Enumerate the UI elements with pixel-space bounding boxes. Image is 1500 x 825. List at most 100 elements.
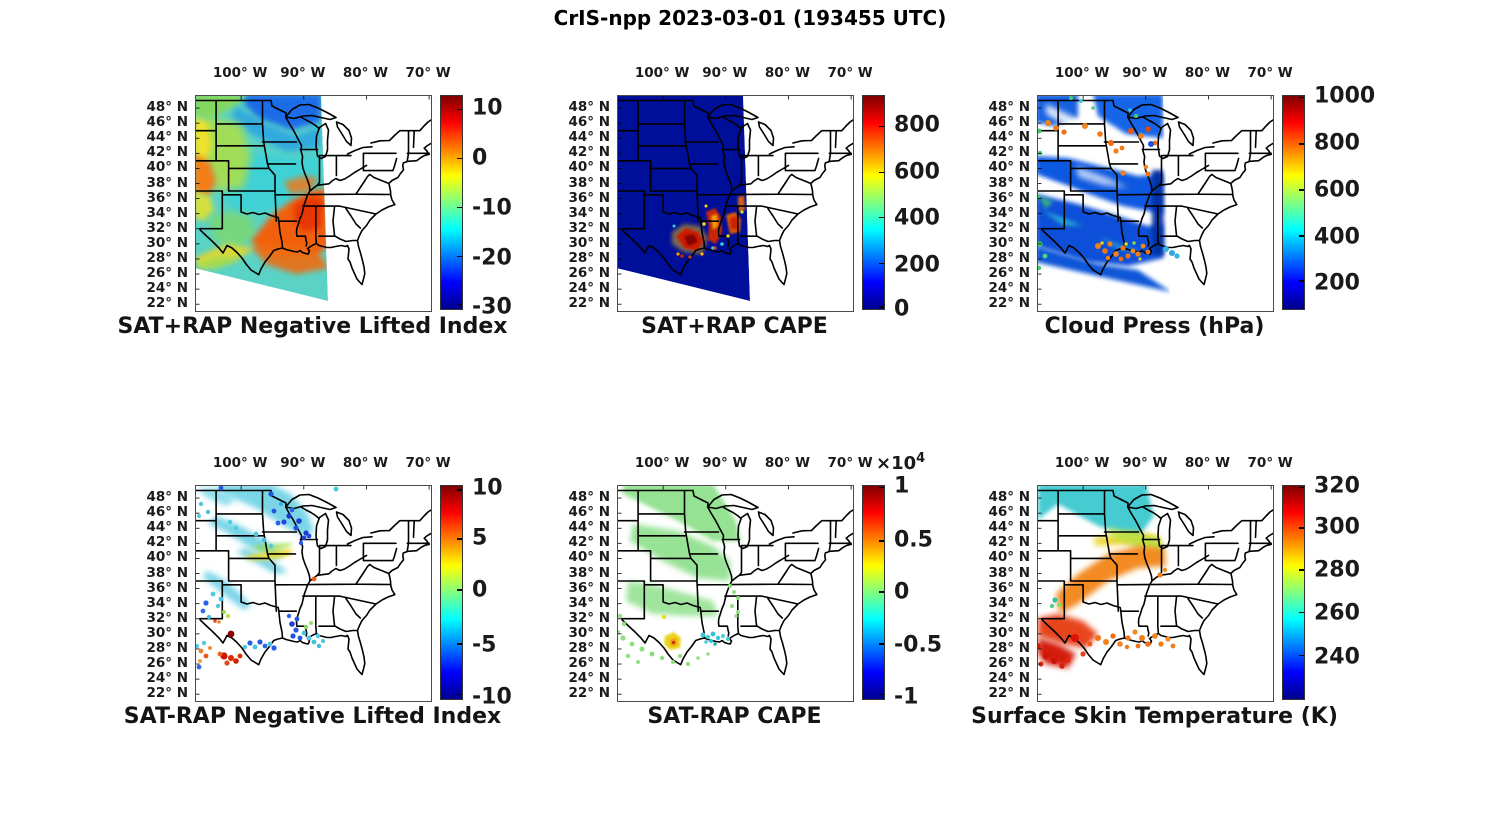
lat-tick-label: 42° N — [146, 534, 188, 551]
map-panel-sat-plus-rap-lifted-index: 48° N 46° N 44° N 42° N 40° N 38° N 36° N 34° N… — [118, 58, 520, 360]
colorbar — [440, 95, 463, 310]
lat-tick-label: 28° N — [146, 249, 188, 266]
lat-tick-label: 36° N — [988, 189, 1030, 206]
colorbar-tick-label: 260 — [1314, 600, 1360, 626]
colorbar-tick-label: 800 — [894, 112, 940, 138]
lat-tick-label: 48° N — [568, 99, 610, 116]
colorbar-tick-label: 10 — [472, 475, 503, 501]
lat-tick-label: 46° N — [568, 114, 610, 131]
lat-tick-label: 46° N — [988, 114, 1030, 131]
lat-tick-label: 32° N — [568, 609, 610, 626]
lon-tick-label: 100° W — [634, 455, 690, 471]
colorbar-tick-mark — [879, 305, 884, 308]
map-frame — [1037, 95, 1274, 312]
lat-tick-label: 26° N — [988, 655, 1030, 672]
lat-tick-label: 22° N — [568, 295, 610, 312]
colorbar-tick-mark — [1299, 96, 1304, 99]
colorbar — [1282, 485, 1305, 700]
lon-tick-label: 90° W — [280, 455, 326, 471]
state-borders — [618, 489, 853, 676]
lon-tick-label: 70° W — [405, 65, 451, 81]
lat-tick-label: 24° N — [568, 670, 610, 687]
colorbar-tick-label: 200 — [1314, 270, 1360, 296]
scatter-dots — [672, 204, 744, 259]
colorbar-tick-mark — [879, 171, 884, 174]
lat-tick-label: 48° N — [988, 489, 1030, 506]
map-frame — [195, 485, 432, 702]
lat-tick-label: 28° N — [146, 639, 188, 656]
colorbar-tick-mark — [457, 303, 462, 306]
scatter-dots — [196, 486, 339, 670]
figure-title: CrIS-npp 2023-03-01 (193455 UTC) — [553, 6, 947, 30]
lat-tick-label: 44° N — [146, 519, 188, 536]
lat-tick-label: 26° N — [568, 265, 610, 282]
colorbar — [440, 485, 463, 700]
lon-tick-label: 70° W — [1247, 455, 1293, 471]
lat-tick-label: 44° N — [568, 519, 610, 536]
lon-tick-label: 90° W — [280, 65, 326, 81]
colorbar-tick-label: 0 — [472, 577, 488, 603]
lat-tick-label: 36° N — [146, 579, 188, 596]
lon-tick-label: 100° W — [212, 65, 268, 81]
lat-tick-label: 40° N — [988, 159, 1030, 176]
colorbar-tick-mark — [879, 693, 884, 696]
axis-tick-marks — [618, 96, 852, 305]
colorbar-tick-mark — [457, 488, 462, 491]
colorbar-tick-label: 800 — [1314, 130, 1360, 156]
colorbar-tick-mark — [457, 538, 462, 540]
lat-tick-label: 36° N — [568, 579, 610, 596]
lat-tick-label: 46° N — [568, 504, 610, 521]
lat-tick-label: 28° N — [568, 639, 610, 656]
lon-tick-label: 70° W — [1247, 65, 1293, 81]
lat-tick-label: 42° N — [568, 144, 610, 161]
lat-tick-label: 48° N — [988, 99, 1030, 116]
lat-tick-label: 38° N — [146, 174, 188, 191]
colorbar-tick-label: 10 — [472, 95, 503, 121]
colorbar-tick-mark — [1299, 486, 1304, 489]
colorbar-tick-mark — [1299, 235, 1304, 237]
colorbar — [862, 95, 885, 310]
lat-tick-label: 28° N — [988, 249, 1030, 266]
colorbar-tick-label: -0.5 — [894, 632, 943, 658]
colorbar-tick-label: 400 — [1314, 224, 1360, 250]
lat-tick-label: 48° N — [146, 99, 188, 116]
lat-tick-label: 22° N — [988, 685, 1030, 702]
lat-tick-label: 30° N — [146, 234, 188, 251]
colorbar-tick-mark — [1299, 654, 1304, 657]
colorbar-tick-label: 320 — [1314, 473, 1360, 499]
colorbar-tick-mark — [879, 486, 884, 489]
lat-tick-label: 26° N — [146, 265, 188, 282]
lat-tick-label: 40° N — [988, 549, 1030, 566]
lat-axis: 48° N 46° N 44° N 42° N 40° N 38° N 36° N 34° N… — [120, 58, 190, 360]
lat-tick-label: 40° N — [568, 549, 610, 566]
colorbar-tick-mark — [457, 588, 462, 591]
lon-tick-label: 70° W — [827, 65, 873, 81]
scatter-dots — [1038, 96, 1180, 271]
lat-tick-label: 32° N — [988, 219, 1030, 236]
lat-tick-label: 46° N — [146, 114, 188, 131]
lat-tick-label: 34° N — [568, 204, 610, 221]
lon-tick-label: 70° W — [827, 455, 873, 471]
lat-axis: 48° N 46° N 44° N 42° N 40° N 38° N 36° N 34° N… — [542, 58, 612, 360]
lat-tick-label: 44° N — [146, 129, 188, 146]
lon-tick-label: 90° W — [702, 65, 748, 81]
lat-tick-label: 48° N — [568, 489, 610, 506]
lat-tick-label: 26° N — [988, 265, 1030, 282]
axis-tick-marks — [196, 96, 430, 305]
colorbar-tick-mark — [1299, 611, 1304, 614]
lat-tick-label: 30° N — [568, 234, 610, 251]
lat-tick-label: 34° N — [988, 594, 1030, 611]
colorbar-tick-label: 0 — [472, 145, 488, 171]
lat-tick-label: 34° N — [988, 204, 1030, 221]
lon-tick-label: 100° W — [212, 455, 268, 471]
lat-tick-label: 44° N — [988, 519, 1030, 536]
colorbar-tick-label: 1000 — [1314, 83, 1376, 109]
lat-tick-label: 40° N — [146, 159, 188, 176]
lat-tick-label: 30° N — [568, 624, 610, 641]
map-frame — [195, 95, 432, 312]
lon-tick-label: 80° W — [764, 455, 811, 471]
colorbar-tick-mark — [1299, 189, 1304, 191]
lon-tick-label: 80° W — [342, 65, 389, 81]
colorbar-tick-label: 600 — [894, 159, 940, 185]
colorbar-tick-mark — [879, 216, 884, 219]
